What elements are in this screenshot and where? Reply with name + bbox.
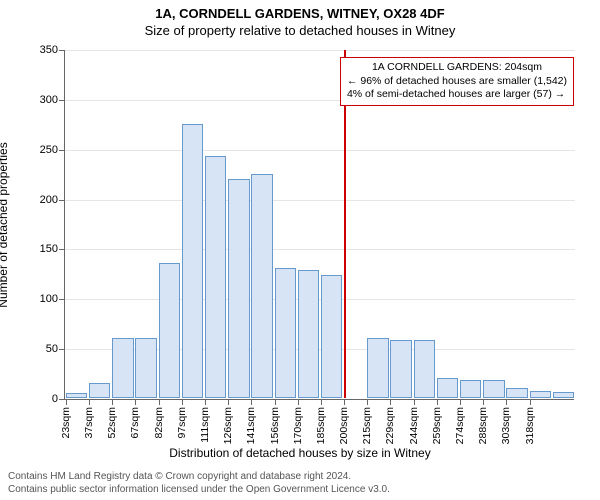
- y-tick-label: 300: [18, 94, 58, 106]
- x-tick: [89, 399, 90, 405]
- annotation-line: 1A CORNDELL GARDENS: 204sqm: [347, 61, 567, 75]
- x-tick: [112, 399, 113, 405]
- gridline: [65, 200, 575, 201]
- histogram-bar: [483, 380, 504, 398]
- x-tick-label: 259sqm: [431, 407, 443, 444]
- x-tick: [321, 399, 322, 405]
- x-tick-label: 37sqm: [83, 407, 95, 439]
- x-tick-label: 97sqm: [176, 407, 188, 439]
- histogram-bar: [228, 179, 249, 398]
- gridline: [65, 249, 575, 250]
- footer-licence: Contains HM Land Registry data © Crown c…: [8, 471, 390, 496]
- x-tick: [275, 399, 276, 405]
- histogram-bar: [437, 378, 458, 398]
- x-axis-label: Distribution of detached houses by size …: [0, 446, 600, 460]
- footer-line-1: Contains HM Land Registry data © Crown c…: [8, 471, 390, 484]
- x-tick-label: 156sqm: [269, 407, 281, 444]
- histogram-bar: [460, 380, 481, 398]
- histogram-bar: [135, 338, 156, 398]
- page-subtitle: Size of property relative to detached ho…: [0, 21, 600, 38]
- histogram-bar: [182, 124, 203, 398]
- x-tick: [298, 399, 299, 405]
- x-tick: [251, 399, 252, 405]
- x-tick: [182, 399, 183, 405]
- page-title: 1A, CORNDELL GARDENS, WITNEY, OX28 4DF: [0, 0, 600, 21]
- histogram-bar: [321, 275, 342, 398]
- y-tick-label: 0: [18, 393, 58, 405]
- gridline: [65, 150, 575, 151]
- annotation-box: 1A CORNDELL GARDENS: 204sqm← 96% of deta…: [340, 57, 574, 106]
- y-tick-label: 100: [18, 293, 58, 305]
- x-tick: [460, 399, 461, 405]
- x-tick-label: 303sqm: [500, 407, 512, 444]
- x-tick-label: 23sqm: [60, 407, 72, 439]
- histogram-bar: [530, 391, 551, 398]
- x-tick-label: 274sqm: [454, 407, 466, 444]
- annotation-line: ← 96% of detached houses are smaller (1,…: [347, 75, 567, 89]
- x-tick: [135, 399, 136, 405]
- x-tick-label: 67sqm: [129, 407, 141, 439]
- x-tick: [530, 399, 531, 405]
- y-tick: [59, 349, 65, 350]
- x-tick-label: 215sqm: [361, 407, 373, 444]
- histogram-bar: [553, 392, 574, 398]
- histogram-bar: [89, 383, 110, 398]
- histogram-bar: [367, 338, 388, 398]
- x-tick-label: 52sqm: [106, 407, 118, 439]
- annotation-line: 4% of semi-detached houses are larger (5…: [347, 88, 567, 102]
- y-tick-label: 250: [18, 144, 58, 156]
- histogram-bar: [390, 340, 411, 398]
- x-tick: [228, 399, 229, 405]
- y-axis-label: Number of detached properties: [0, 142, 10, 307]
- x-tick-label: 229sqm: [384, 407, 396, 444]
- x-tick-label: 318sqm: [524, 407, 536, 444]
- histogram-bar: [298, 270, 319, 398]
- x-tick: [367, 399, 368, 405]
- x-tick-label: 288sqm: [477, 407, 489, 444]
- histogram-bar: [159, 263, 180, 398]
- y-tick: [59, 200, 65, 201]
- x-tick: [159, 399, 160, 405]
- x-tick-label: 141sqm: [245, 407, 257, 444]
- x-tick-label: 82sqm: [153, 407, 165, 439]
- histogram-bar: [205, 156, 226, 398]
- histogram-bar: [112, 338, 133, 398]
- histogram-bar: [66, 393, 87, 398]
- histogram-bar: [275, 268, 296, 398]
- y-tick: [59, 150, 65, 151]
- histogram-bar: [414, 340, 435, 398]
- y-tick-label: 350: [18, 44, 58, 56]
- x-tick-label: 244sqm: [408, 407, 420, 444]
- y-tick-label: 200: [18, 194, 58, 206]
- y-tick: [59, 50, 65, 51]
- y-tick: [59, 100, 65, 101]
- x-tick: [414, 399, 415, 405]
- histogram-bar: [506, 388, 527, 398]
- x-tick: [483, 399, 484, 405]
- y-tick-label: 150: [18, 243, 58, 255]
- chart-plot: 05010015020025030035023sqm37sqm52sqm67sq…: [64, 50, 574, 400]
- x-tick: [66, 399, 67, 405]
- x-tick-label: 200sqm: [338, 407, 350, 444]
- x-tick-label: 126sqm: [222, 407, 234, 444]
- y-tick: [59, 299, 65, 300]
- x-tick-label: 170sqm: [292, 407, 304, 444]
- gridline: [65, 50, 575, 51]
- x-tick-label: 111sqm: [199, 407, 211, 443]
- x-tick: [506, 399, 507, 405]
- y-tick: [59, 249, 65, 250]
- y-tick: [59, 399, 65, 400]
- x-tick: [344, 399, 345, 405]
- histogram-bar: [251, 174, 272, 398]
- x-tick: [205, 399, 206, 405]
- x-tick-label: 185sqm: [315, 407, 327, 444]
- y-tick-label: 50: [18, 343, 58, 355]
- footer-line-2: Contains public sector information licen…: [8, 484, 390, 497]
- x-tick: [390, 399, 391, 405]
- x-tick: [437, 399, 438, 405]
